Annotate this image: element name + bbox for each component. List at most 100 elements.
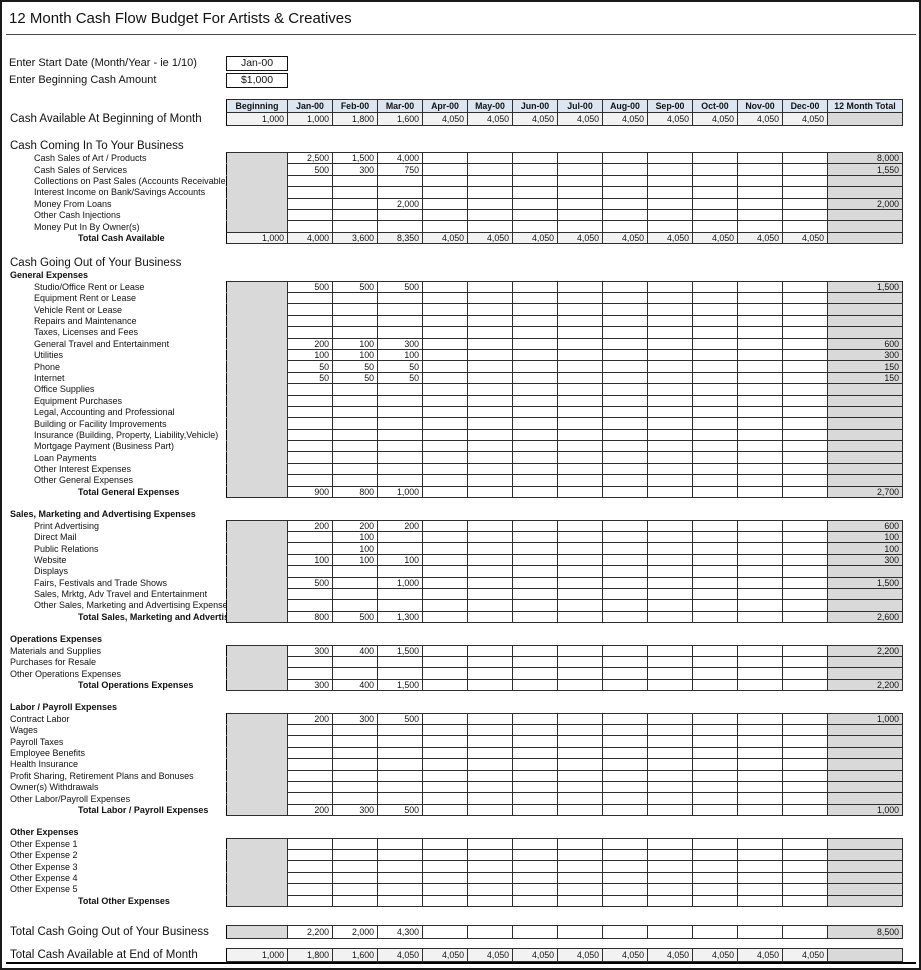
month-cell[interactable] bbox=[782, 924, 828, 939]
month-cell[interactable]: 500 bbox=[332, 610, 378, 624]
month-cell[interactable]: 4,050 bbox=[647, 112, 693, 126]
month-cell[interactable] bbox=[377, 894, 423, 907]
month-cell[interactable] bbox=[692, 894, 738, 907]
month-cell[interactable]: 4,050 bbox=[467, 947, 513, 962]
month-cell[interactable]: 4,050 bbox=[737, 112, 783, 126]
month-cell[interactable]: 1,600 bbox=[377, 112, 423, 126]
month-cell[interactable]: 4,050 bbox=[692, 947, 738, 962]
month-cell[interactable] bbox=[422, 678, 468, 692]
month-cell[interactable] bbox=[647, 678, 693, 692]
month-cell[interactable]: 4,050 bbox=[692, 231, 738, 245]
month-cell[interactable] bbox=[422, 894, 468, 907]
month-cell[interactable]: 900 bbox=[287, 485, 333, 499]
month-cell[interactable]: 2,200 bbox=[287, 924, 333, 939]
month-cell[interactable]: 4,050 bbox=[692, 112, 738, 126]
month-cell[interactable] bbox=[287, 894, 333, 907]
month-cell[interactable]: 1,000 bbox=[377, 485, 423, 499]
month-cell[interactable] bbox=[737, 678, 783, 692]
month-cell[interactable] bbox=[512, 678, 558, 692]
month-cell[interactable] bbox=[692, 610, 738, 624]
month-cell[interactable] bbox=[422, 803, 468, 817]
month-cell[interactable] bbox=[602, 894, 648, 907]
month-cell[interactable]: 4,050 bbox=[782, 112, 828, 126]
month-cell[interactable]: 4,050 bbox=[557, 112, 603, 126]
month-cell[interactable]: 1,000 bbox=[287, 112, 333, 126]
month-cell[interactable]: 4,050 bbox=[782, 947, 828, 962]
month-cell[interactable]: 800 bbox=[287, 610, 333, 624]
month-cell[interactable]: 200 bbox=[287, 803, 333, 817]
month-cell[interactable] bbox=[647, 485, 693, 499]
month-cell[interactable]: 8,350 bbox=[377, 231, 423, 245]
month-cell[interactable] bbox=[737, 803, 783, 817]
month-cell[interactable] bbox=[602, 803, 648, 817]
month-cell[interactable]: 2,000 bbox=[332, 924, 378, 939]
month-cell[interactable] bbox=[647, 924, 693, 939]
month-cell[interactable]: 3,600 bbox=[332, 231, 378, 245]
month-cell[interactable] bbox=[467, 678, 513, 692]
month-cell[interactable]: 1,300 bbox=[377, 610, 423, 624]
month-cell[interactable] bbox=[782, 894, 828, 907]
month-cell[interactable] bbox=[557, 924, 603, 939]
month-cell[interactable] bbox=[737, 894, 783, 907]
month-cell[interactable]: 1,800 bbox=[332, 112, 378, 126]
month-cell[interactable] bbox=[692, 803, 738, 817]
month-cell[interactable]: 4,050 bbox=[602, 947, 648, 962]
month-cell[interactable] bbox=[602, 485, 648, 499]
month-cell[interactable]: 1,800 bbox=[287, 947, 333, 962]
month-cell[interactable]: 1,600 bbox=[332, 947, 378, 962]
month-cell[interactable]: 4,050 bbox=[557, 231, 603, 245]
month-cell[interactable] bbox=[332, 894, 378, 907]
month-cell[interactable] bbox=[647, 610, 693, 624]
month-cell[interactable] bbox=[557, 678, 603, 692]
month-cell[interactable] bbox=[467, 610, 513, 624]
month-cell[interactable] bbox=[782, 610, 828, 624]
month-cell[interactable] bbox=[647, 894, 693, 907]
month-cell[interactable]: 4,050 bbox=[557, 947, 603, 962]
month-cell[interactable]: 4,050 bbox=[422, 112, 468, 126]
month-cell[interactable]: 300 bbox=[287, 678, 333, 692]
month-cell[interactable]: 4,050 bbox=[647, 231, 693, 245]
month-cell[interactable] bbox=[782, 678, 828, 692]
month-cell[interactable]: 4,050 bbox=[422, 947, 468, 962]
month-cell[interactable]: 4,050 bbox=[602, 231, 648, 245]
month-cell[interactable]: 4,300 bbox=[377, 924, 423, 939]
month-cell[interactable] bbox=[602, 610, 648, 624]
month-cell[interactable] bbox=[602, 924, 648, 939]
month-cell[interactable]: 4,050 bbox=[512, 947, 558, 962]
month-cell[interactable]: 300 bbox=[332, 803, 378, 817]
month-cell[interactable] bbox=[467, 803, 513, 817]
month-cell[interactable] bbox=[422, 924, 468, 939]
month-cell[interactable] bbox=[422, 485, 468, 499]
month-cell[interactable] bbox=[782, 803, 828, 817]
month-cell[interactable] bbox=[467, 924, 513, 939]
month-cell[interactable] bbox=[737, 485, 783, 499]
month-cell[interactable]: 4,050 bbox=[377, 947, 423, 962]
month-cell[interactable]: 4,050 bbox=[512, 112, 558, 126]
month-cell[interactable]: 4,050 bbox=[467, 112, 513, 126]
month-cell[interactable] bbox=[557, 803, 603, 817]
month-cell[interactable] bbox=[512, 485, 558, 499]
month-cell[interactable] bbox=[467, 485, 513, 499]
month-cell[interactable] bbox=[557, 894, 603, 907]
month-cell[interactable] bbox=[557, 485, 603, 499]
month-cell[interactable] bbox=[692, 678, 738, 692]
month-cell[interactable] bbox=[782, 485, 828, 499]
month-cell[interactable]: 4,000 bbox=[287, 231, 333, 245]
month-cell[interactable]: 4,050 bbox=[512, 231, 558, 245]
month-cell[interactable] bbox=[692, 485, 738, 499]
start-date-input[interactable]: Jan-00 bbox=[226, 55, 288, 71]
beginning-cash-input[interactable]: $1,000 bbox=[226, 72, 288, 88]
month-cell[interactable] bbox=[467, 894, 513, 907]
month-cell[interactable] bbox=[737, 610, 783, 624]
month-cell[interactable]: 800 bbox=[332, 485, 378, 499]
month-cell[interactable] bbox=[512, 894, 558, 907]
month-cell[interactable]: 4,050 bbox=[422, 231, 468, 245]
month-cell[interactable]: 4,050 bbox=[602, 112, 648, 126]
month-cell[interactable] bbox=[557, 610, 603, 624]
month-cell[interactable]: 4,050 bbox=[782, 231, 828, 245]
month-cell[interactable] bbox=[602, 678, 648, 692]
month-cell[interactable] bbox=[692, 924, 738, 939]
month-cell[interactable]: 4,050 bbox=[737, 947, 783, 962]
month-cell[interactable]: 500 bbox=[377, 803, 423, 817]
month-cell[interactable] bbox=[512, 803, 558, 817]
